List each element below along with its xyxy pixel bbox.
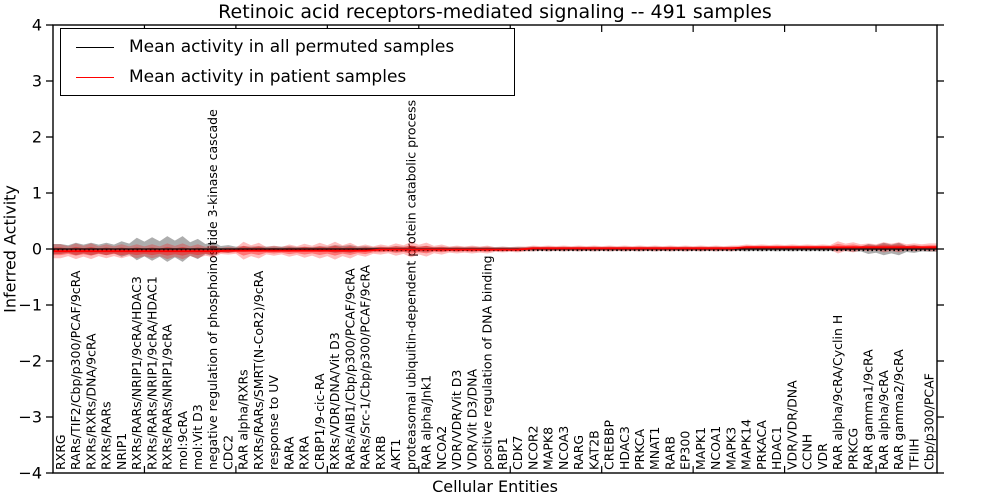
y-tick-label: 0 (32, 240, 42, 259)
category-label: RXRs/RARs/NRIP1/9cRA/HDAC1 (144, 276, 159, 470)
category-label: CCNH (800, 434, 815, 470)
y-tick-label: −2 (18, 352, 42, 371)
category-label: RXRs/RARs (99, 401, 114, 470)
y-tick-label: 1 (32, 184, 42, 203)
category-label: RARB (663, 436, 678, 470)
category-label: RAR alpha/Jnk1 (419, 375, 434, 470)
category-label: mol:9cRA (175, 410, 190, 470)
legend: Mean activity in all permuted samples Me… (60, 28, 515, 96)
category-label: mol:Vit D3 (190, 404, 205, 470)
category-label: PRKCA (632, 429, 647, 470)
category-label: TFIIH (906, 438, 921, 471)
category-label: RXRs/RARs/NRIP1/9cRA (160, 324, 175, 470)
category-label: CDC2 (221, 435, 236, 470)
category-label: proteasomal ubiquitin-dependent protein … (403, 100, 418, 470)
y-tick-label: 4 (32, 16, 42, 35)
category-label: NCOA3 (556, 426, 571, 470)
category-label: RARs/TIF2/Cbp/p300/PCAF/9cRA (68, 270, 83, 470)
category-label: VDR/VDR/DNA (784, 380, 799, 470)
x-axis-label: Cellular Entities (432, 477, 558, 496)
category-label: CREBBP (602, 420, 617, 470)
category-label: MAPK1 (693, 427, 708, 470)
category-label: VDR/VDR/Vit D3 (449, 370, 464, 470)
category-label: NCOA1 (708, 426, 723, 470)
category-label: RXRs/RXRs/DNA/9cRA (83, 333, 98, 470)
category-label: RXRG (53, 434, 68, 470)
category-label: NCOA2 (434, 426, 449, 470)
category-label: CDK7 (510, 435, 525, 470)
category-label: RARA (281, 436, 296, 470)
y-tick-label: −3 (18, 408, 42, 427)
y-tick-label: −4 (18, 464, 42, 483)
y-axis-label: Inferred Activity (0, 185, 20, 313)
category-label: positive regulation of DNA binding (480, 255, 495, 470)
category-label: Cbp/p300/PCAF (922, 373, 937, 470)
y-tick-label: 2 (32, 128, 42, 147)
legend-entry-permuted: Mean activity in all permuted samples (61, 37, 514, 57)
category-label: RXRs/RARs/NRIP1/9cRA/HDAC3 (129, 276, 144, 470)
category-label: RAR gamma1/9cRA (861, 349, 876, 470)
category-label: NCOR2 (525, 425, 540, 470)
category-label: MNAT1 (647, 427, 662, 470)
category-label: VDR (815, 443, 830, 470)
category-label: RAR alpha/RXRs (236, 369, 251, 470)
chart-title: Retinoic acid receptors-mediated signali… (218, 1, 772, 23)
category-label: RARs/AIB1/Cbp/p300/PCAF/9cRA (342, 268, 357, 470)
mean-line-patient (53, 246, 937, 253)
category-label: RBP1 (495, 437, 510, 470)
category-label: RXRA (297, 436, 312, 470)
category-label: HDAC1 (769, 426, 784, 470)
category-label: VDR/Vit D3/DNA (464, 369, 479, 470)
category-label: RAR alpha/9cRA (876, 370, 891, 470)
category-label: KAT2B (586, 430, 601, 470)
category-label: negative regulation of phosphoinositide … (205, 109, 220, 470)
category-label: EP300 (678, 431, 693, 470)
patient-line-swatch (76, 76, 114, 78)
category-label: MAPK8 (541, 427, 556, 470)
legend-entry-patient: Mean activity in patient samples (61, 67, 514, 87)
category-label: response to UV (266, 375, 281, 470)
category-label: RAR alpha/9cRA/Cyclin H (830, 315, 845, 470)
category-label: RXRs/RARs/SMRT(N-CoR2)/9cRA (251, 270, 266, 470)
category-label: RARs/Src-1/Cbp/p300/PCAF/9cRA (358, 264, 373, 470)
category-label: RARG (571, 435, 586, 470)
permuted-line-swatch (76, 46, 114, 48)
category-label: HDAC3 (617, 426, 632, 470)
legend-label-permuted: Mean activity in all permuted samples (129, 37, 455, 57)
category-label: RXRB (373, 435, 388, 470)
category-label: RXRs/VDR/DNA/Vit D3 (327, 332, 342, 470)
category-label: RAR gamma2/9cRA (891, 349, 906, 470)
category-label: PRKACA (754, 420, 769, 470)
category-label: MAPK14 (739, 419, 754, 470)
y-tick-label: −1 (18, 296, 42, 315)
category-label: AKT1 (388, 439, 403, 470)
y-tick-label: 3 (32, 72, 42, 91)
category-label: MAPK3 (723, 427, 738, 470)
legend-label-patient: Mean activity in patient samples (129, 67, 407, 87)
category-label: NRIP1 (114, 433, 129, 470)
category-label: PRKCG (845, 428, 860, 470)
category-label: CRBP1/9-cic-RA (312, 373, 327, 470)
